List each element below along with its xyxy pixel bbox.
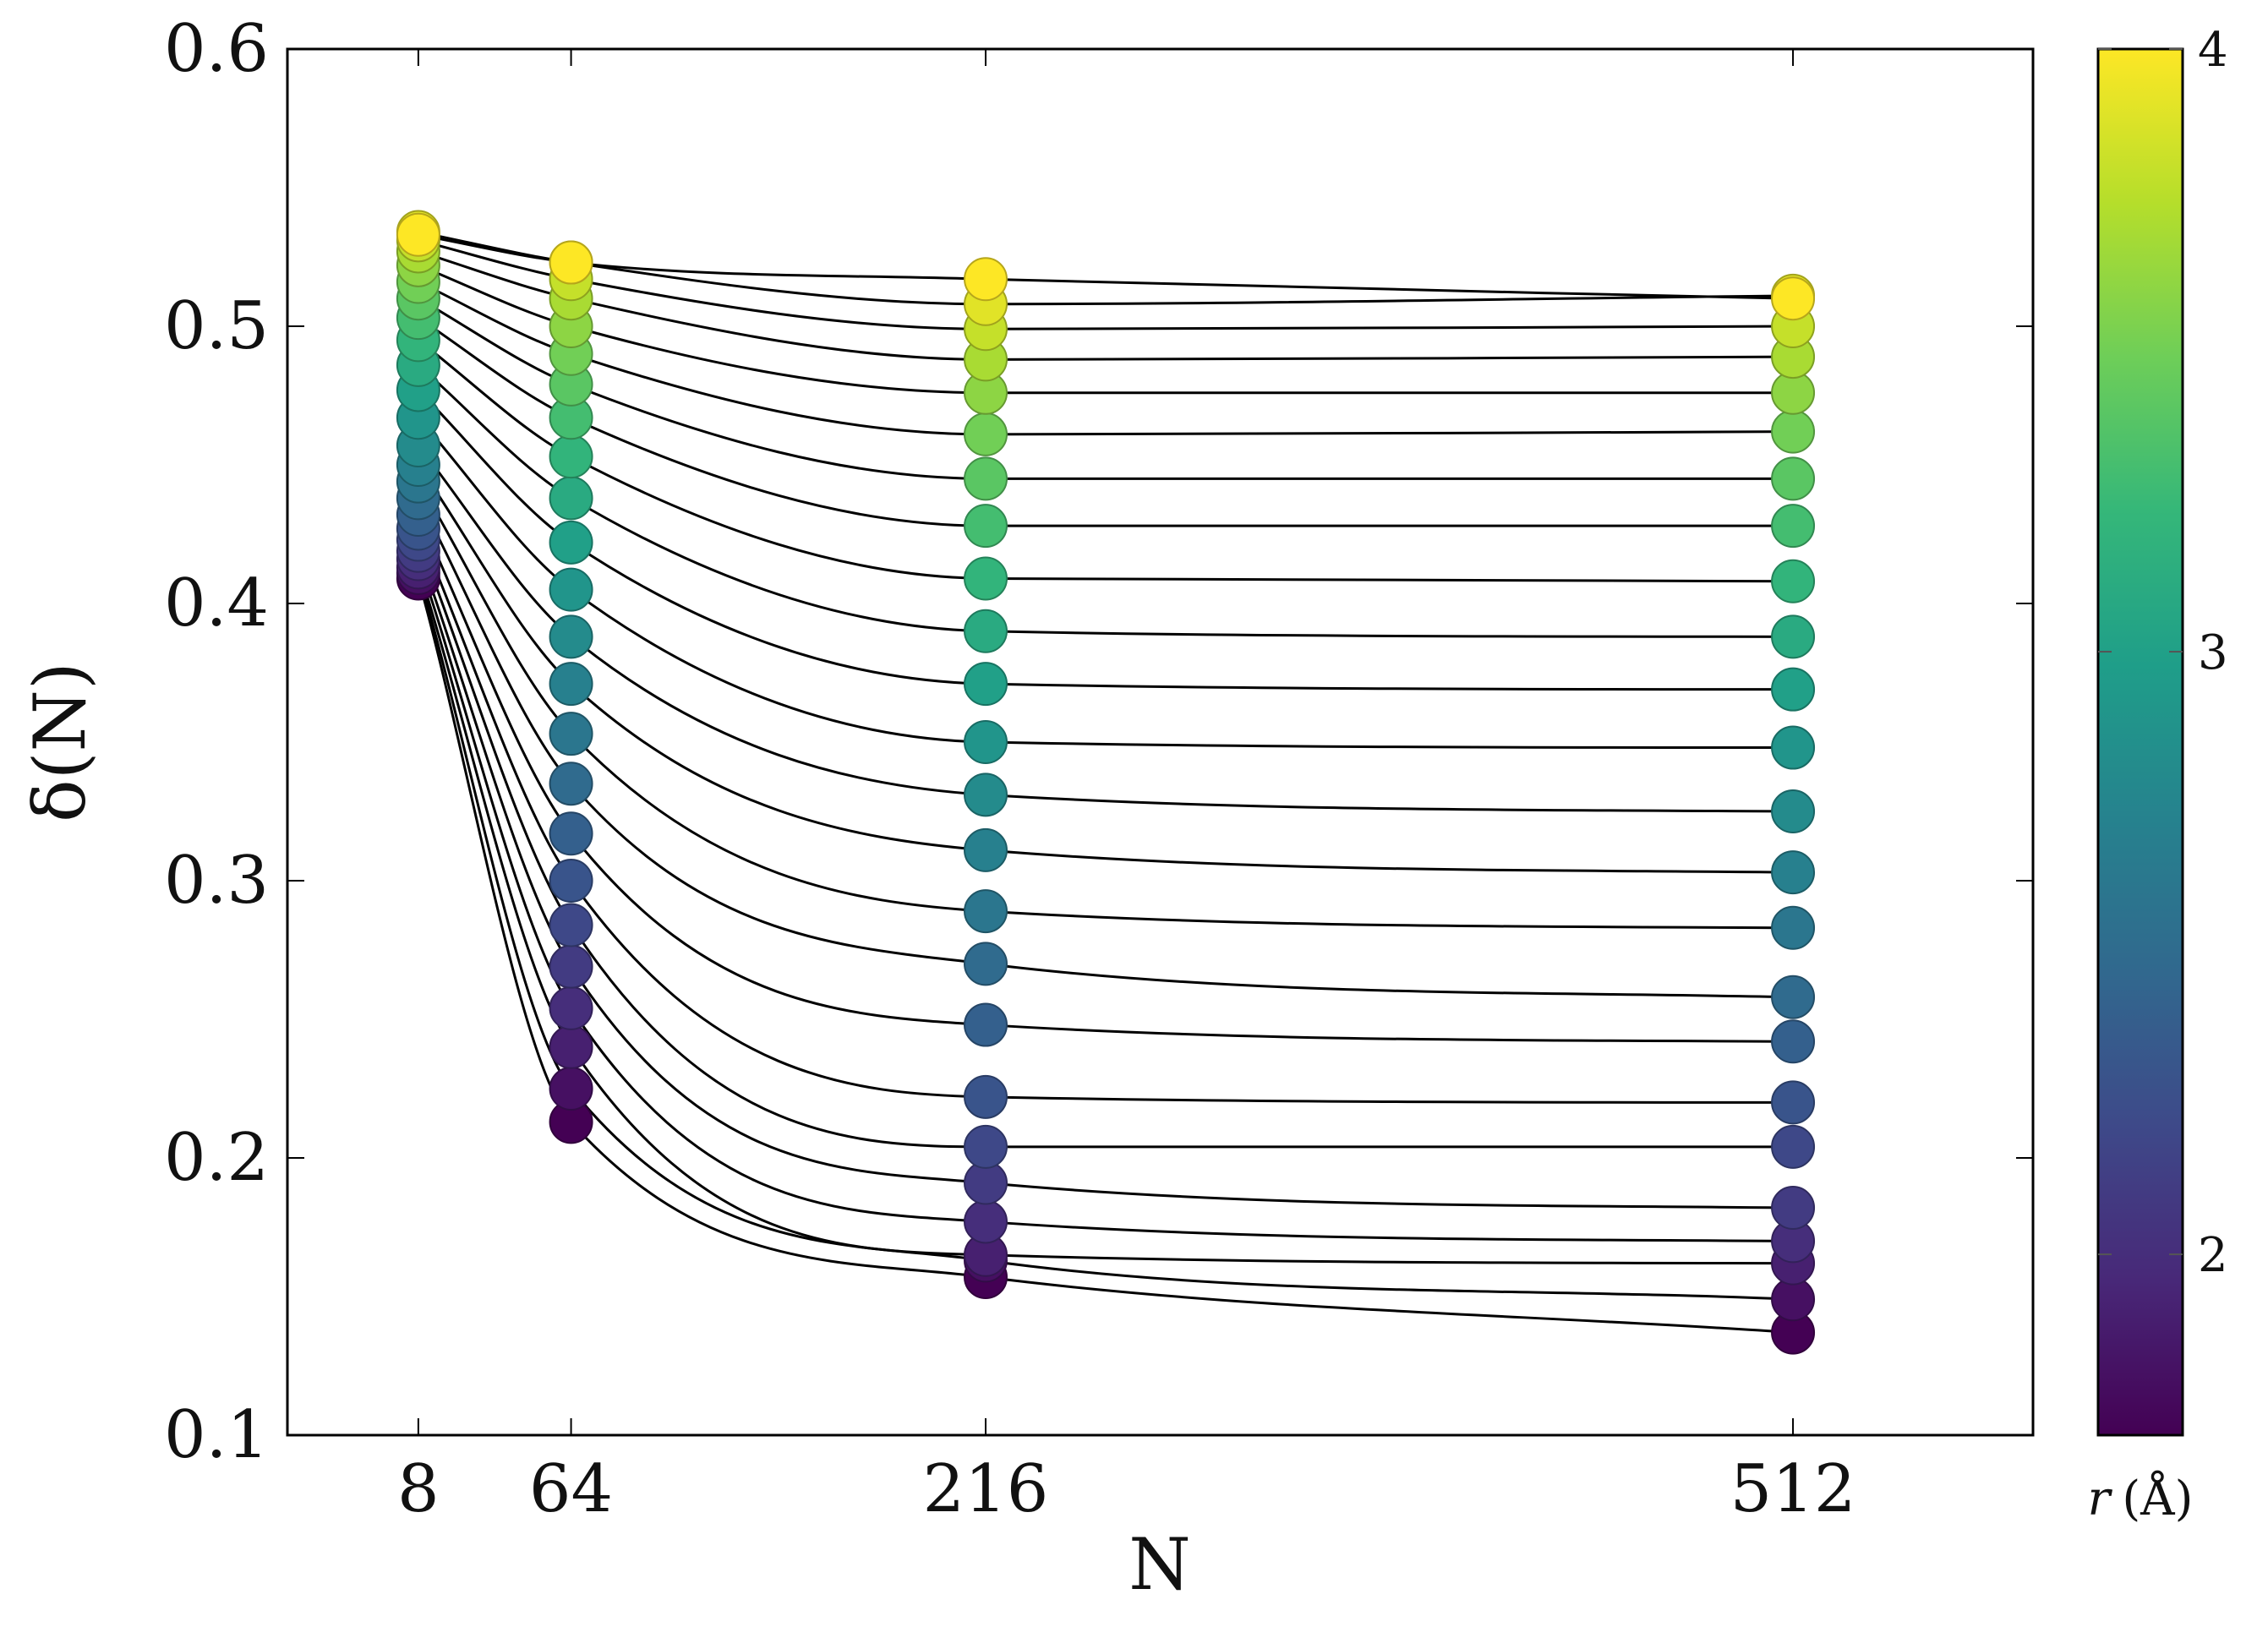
data-point bbox=[1771, 1124, 1816, 1169]
data-point bbox=[964, 556, 1008, 601]
plot-frame bbox=[286, 47, 2035, 1437]
fit-line-0 bbox=[417, 578, 1794, 1335]
fit-line-13 bbox=[417, 389, 1794, 691]
data-point bbox=[964, 720, 1008, 764]
fit-line-1 bbox=[417, 572, 1794, 1301]
fit-line-8 bbox=[417, 497, 1794, 999]
colorbar bbox=[2096, 47, 2184, 1437]
fit-line-14 bbox=[417, 363, 1794, 638]
data-point bbox=[549, 811, 593, 856]
x-axis-title: N bbox=[1129, 1523, 1191, 1606]
data-point bbox=[549, 434, 593, 479]
y-tick-label: 0.4 bbox=[164, 565, 269, 642]
fit-line-12 bbox=[417, 417, 1794, 750]
data-point bbox=[1771, 667, 1816, 712]
data-point bbox=[549, 859, 593, 903]
fit-line-23 bbox=[418, 233, 1794, 300]
data-point bbox=[549, 903, 593, 947]
data-point bbox=[1771, 1186, 1816, 1231]
data-point bbox=[549, 712, 593, 756]
data-point bbox=[1771, 276, 1816, 321]
x-tick-label: 64 bbox=[529, 1451, 613, 1527]
data-point bbox=[549, 614, 593, 659]
data-point bbox=[549, 662, 593, 707]
y-tick-label: 0.5 bbox=[164, 288, 269, 364]
fit-line-15 bbox=[417, 339, 1794, 583]
colorbar-label-symbol: r bbox=[2088, 1471, 2113, 1526]
data-point bbox=[1771, 1019, 1816, 1064]
data-point bbox=[549, 567, 593, 612]
data-point bbox=[964, 412, 1008, 456]
x-tick-label: 8 bbox=[397, 1451, 440, 1527]
data-point bbox=[1771, 456, 1816, 501]
data-point bbox=[964, 504, 1008, 549]
data-point bbox=[1771, 409, 1816, 454]
colorbar-tick-label: 2 bbox=[2198, 1228, 2228, 1283]
data-point bbox=[1771, 905, 1816, 950]
data-point bbox=[1771, 504, 1816, 549]
colorbar-tick-label: 3 bbox=[2198, 625, 2228, 680]
fit-line-10 bbox=[417, 464, 1794, 874]
colorbar-label-unit: (Å) bbox=[2122, 1470, 2193, 1526]
colorbar-label: r (Å) bbox=[2088, 1470, 2194, 1526]
colorbar-tick-label: 4 bbox=[2198, 23, 2228, 78]
y-tick-label: 0.1 bbox=[164, 1397, 269, 1473]
x-tick-label: 512 bbox=[1730, 1451, 1856, 1527]
x-tick-label: 216 bbox=[923, 1451, 1049, 1527]
y-tick-label: 0.3 bbox=[164, 843, 269, 919]
fit-line-5 bbox=[417, 539, 1794, 1149]
data-point bbox=[549, 762, 593, 806]
data-point bbox=[964, 827, 1008, 872]
y-tick-label: 0.2 bbox=[164, 1120, 269, 1196]
fit-line-21 bbox=[418, 238, 1794, 330]
fit-line-6 bbox=[417, 527, 1794, 1104]
fit-line-9 bbox=[417, 480, 1794, 930]
data-point bbox=[1771, 975, 1816, 1019]
data-point bbox=[964, 773, 1008, 817]
data-point bbox=[1771, 789, 1816, 833]
fit-line-4 bbox=[417, 550, 1794, 1209]
fit-line-7 bbox=[417, 514, 1794, 1043]
fit-line-2 bbox=[417, 566, 1794, 1265]
fit-lines bbox=[417, 231, 1794, 1335]
data-point bbox=[964, 942, 1008, 986]
y-tick-label: 0.6 bbox=[164, 11, 269, 87]
data-point bbox=[549, 1067, 593, 1111]
fit-line-19 bbox=[418, 264, 1794, 395]
data-point bbox=[1771, 614, 1816, 659]
data-point bbox=[964, 662, 1008, 707]
data-point bbox=[964, 1002, 1008, 1047]
data-point bbox=[549, 240, 593, 285]
data-points bbox=[396, 210, 1816, 1355]
data-point bbox=[964, 1199, 1008, 1244]
data-point bbox=[1771, 850, 1816, 895]
axis-ticks: 8 64 216 512 0.1 0.2 0.3 0.4 0.5 0.6 bbox=[164, 11, 2033, 1527]
data-point bbox=[964, 456, 1008, 501]
data-point bbox=[549, 520, 593, 565]
data-point bbox=[1771, 725, 1816, 770]
fit-line-3 bbox=[417, 559, 1794, 1242]
data-point bbox=[964, 1074, 1008, 1119]
data-point bbox=[964, 609, 1008, 653]
fit-line-18 bbox=[418, 281, 1794, 436]
data-point bbox=[549, 1024, 593, 1069]
data-point bbox=[964, 257, 1008, 302]
colorbar-ticks: 2 3 4 bbox=[2098, 23, 2228, 1283]
y-axis-title: δ(N) bbox=[19, 662, 101, 822]
fit-line-11 bbox=[417, 445, 1794, 813]
fit-line-16 bbox=[418, 316, 1794, 527]
data-point bbox=[549, 986, 593, 1030]
data-point bbox=[396, 212, 440, 257]
data-point bbox=[549, 944, 593, 989]
data-point bbox=[1771, 1080, 1816, 1125]
fit-line-17 bbox=[418, 297, 1794, 480]
data-point bbox=[1771, 559, 1816, 603]
data-point bbox=[964, 889, 1008, 934]
data-point bbox=[549, 476, 593, 521]
data-point bbox=[964, 1124, 1008, 1169]
fit-line-20 bbox=[418, 250, 1794, 361]
